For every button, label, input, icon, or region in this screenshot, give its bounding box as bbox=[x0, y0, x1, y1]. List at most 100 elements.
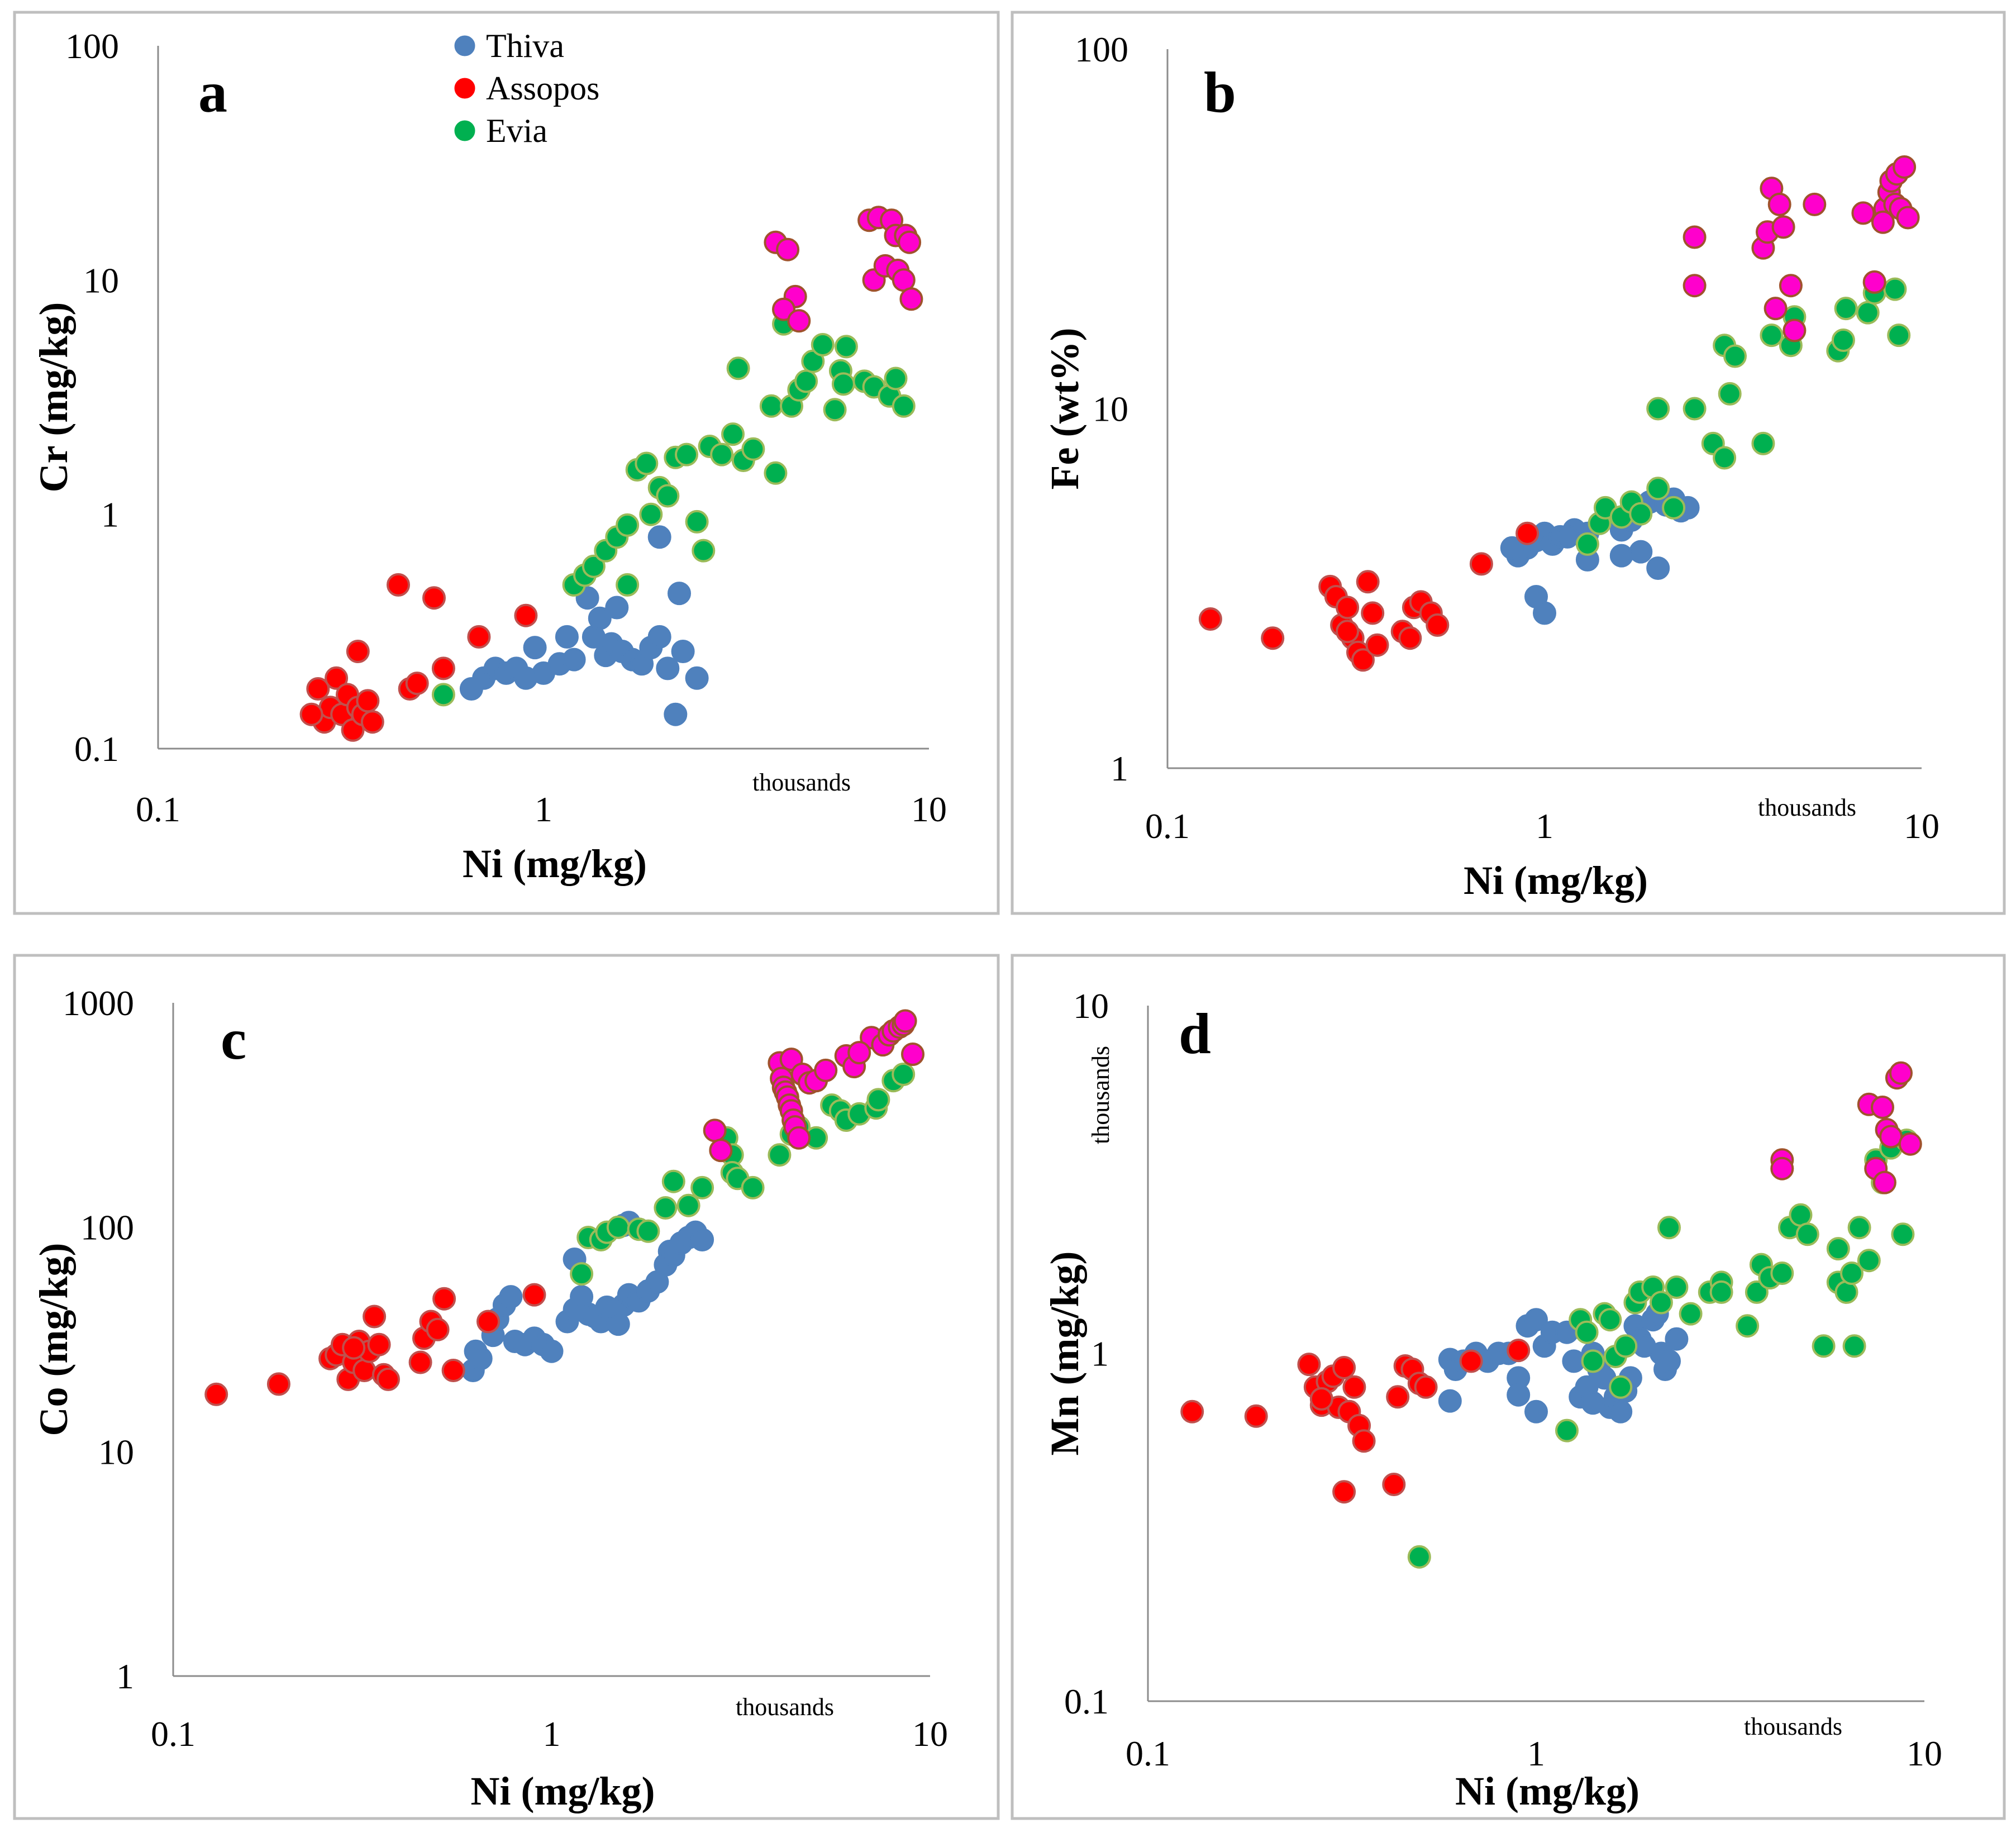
point-evia bbox=[1745, 1280, 1769, 1304]
point-assopos bbox=[522, 1283, 546, 1307]
point-assopos bbox=[1386, 1385, 1410, 1409]
panel-b-y-tick-label: 1 bbox=[1111, 749, 1128, 788]
panel-a-y-tick-label: 10 bbox=[83, 260, 119, 300]
panel-c-x-axis-label: Ni (mg/kg) bbox=[471, 1769, 655, 1813]
point-thiva bbox=[671, 640, 695, 663]
point-evia bbox=[1770, 1261, 1794, 1285]
point-evia bbox=[1646, 477, 1670, 501]
panel-b-x-axis-label: Ni (mg/kg) bbox=[1464, 858, 1648, 903]
panel-b-x-tick-label: 0.1 bbox=[1145, 806, 1190, 846]
point-other bbox=[847, 1041, 871, 1065]
point-thiva bbox=[1533, 601, 1556, 625]
point-evia bbox=[1795, 1222, 1819, 1246]
point-assopos bbox=[363, 1305, 387, 1329]
point-assopos bbox=[426, 1317, 450, 1341]
point-thiva bbox=[1556, 525, 1579, 549]
point-thiva bbox=[1657, 1349, 1681, 1373]
point-evia bbox=[1812, 1334, 1836, 1358]
panel-a-frame bbox=[13, 11, 1000, 915]
panel-d: 0.1 1 10 0.1 1 10 thousands thousands Ni (mg/kg)… bbox=[1011, 954, 2006, 1820]
panel-d-x-tick-label: 10 bbox=[1907, 1734, 1942, 1773]
point-thiva bbox=[656, 656, 680, 680]
point-evia bbox=[1646, 397, 1670, 421]
point-evia bbox=[661, 1169, 685, 1193]
point-other bbox=[1871, 1096, 1894, 1119]
point-other bbox=[1872, 1170, 1896, 1194]
panel-d-frame bbox=[1011, 954, 2006, 1820]
point-evia bbox=[1856, 301, 1880, 325]
point-evia bbox=[764, 461, 788, 485]
point-evia bbox=[834, 335, 858, 359]
point-evia bbox=[1826, 1237, 1850, 1261]
point-evia bbox=[1847, 1216, 1871, 1240]
point-assopos bbox=[1365, 633, 1389, 657]
point-evia bbox=[1555, 1418, 1579, 1443]
point-assopos bbox=[266, 1372, 290, 1396]
point-assopos bbox=[467, 625, 491, 649]
point-evia bbox=[1679, 1302, 1703, 1326]
panel-b-x-unit-note: thousands bbox=[1758, 794, 1856, 821]
point-evia bbox=[1614, 1334, 1638, 1358]
point-evia bbox=[1751, 431, 1775, 455]
panel-c-y-tick-label: 1000 bbox=[63, 983, 134, 1023]
point-evia bbox=[1718, 382, 1742, 406]
point-evia bbox=[1760, 323, 1784, 347]
panel-a-x-tick-label: 0.1 bbox=[136, 789, 180, 829]
point-other bbox=[1862, 270, 1886, 294]
point-other bbox=[1896, 206, 1920, 230]
point-evia bbox=[794, 369, 818, 393]
panel-a-x-unit-note: thousands bbox=[752, 769, 851, 796]
point-thiva bbox=[540, 1339, 564, 1363]
point-thiva bbox=[523, 636, 547, 660]
panel-b-frame bbox=[1011, 11, 2006, 915]
legend-label-assopos: Assopos bbox=[486, 70, 599, 107]
panel-d-x-tick-label: 1 bbox=[1527, 1734, 1545, 1773]
panel-d-x-tick-label: 0.1 bbox=[1126, 1734, 1170, 1773]
point-evia bbox=[1662, 496, 1686, 520]
panel-a-x-tick-label: 10 bbox=[911, 789, 947, 829]
point-evia bbox=[892, 1063, 916, 1086]
point-assopos bbox=[360, 710, 384, 734]
point-thiva bbox=[1524, 1308, 1548, 1332]
point-evia bbox=[1575, 532, 1599, 556]
point-evia bbox=[1789, 1203, 1813, 1227]
point-other bbox=[899, 287, 923, 311]
panel-b-letter: b bbox=[1204, 60, 1236, 125]
point-thiva bbox=[1500, 536, 1524, 560]
point-other bbox=[1889, 1061, 1913, 1085]
point-assopos bbox=[432, 1287, 456, 1311]
panel-a-letter: a bbox=[198, 60, 227, 125]
panel-d-y-unit-note: thousands bbox=[1087, 1046, 1114, 1144]
point-evia bbox=[692, 539, 716, 563]
point-evia bbox=[1665, 1275, 1689, 1299]
point-evia bbox=[1683, 397, 1707, 421]
panel-c-x-tick-label: 1 bbox=[543, 1714, 561, 1754]
panel-a-y-axis-label: Cr (mg/kg) bbox=[31, 302, 76, 493]
point-assopos bbox=[387, 573, 410, 597]
point-assopos bbox=[1336, 596, 1360, 620]
point-assopos bbox=[1351, 648, 1375, 672]
panel-d-letter: d bbox=[1179, 1002, 1211, 1066]
panel-a-x-axis-label: Ni (mg/kg) bbox=[463, 841, 647, 886]
point-thiva bbox=[605, 596, 629, 620]
point-thiva bbox=[1609, 544, 1633, 568]
point-other bbox=[1779, 274, 1803, 298]
point-evia bbox=[831, 372, 855, 396]
point-evia bbox=[675, 442, 698, 466]
point-assopos bbox=[1382, 1473, 1406, 1496]
point-assopos bbox=[1309, 1387, 1333, 1411]
legend: Thiva Assopos Evia bbox=[454, 27, 599, 149]
point-assopos bbox=[1180, 1399, 1204, 1424]
point-evia bbox=[1891, 1222, 1915, 1246]
point-thiva bbox=[1646, 556, 1670, 580]
point-assopos bbox=[1361, 601, 1385, 625]
legend-marker-evia bbox=[454, 120, 475, 141]
point-evia bbox=[1581, 1349, 1605, 1373]
point-evia bbox=[1723, 344, 1747, 368]
point-other bbox=[1893, 155, 1917, 179]
point-other bbox=[893, 1009, 917, 1033]
point-evia bbox=[721, 422, 745, 446]
point-assopos bbox=[306, 677, 330, 701]
point-evia bbox=[884, 366, 908, 391]
point-evia bbox=[654, 1196, 678, 1220]
